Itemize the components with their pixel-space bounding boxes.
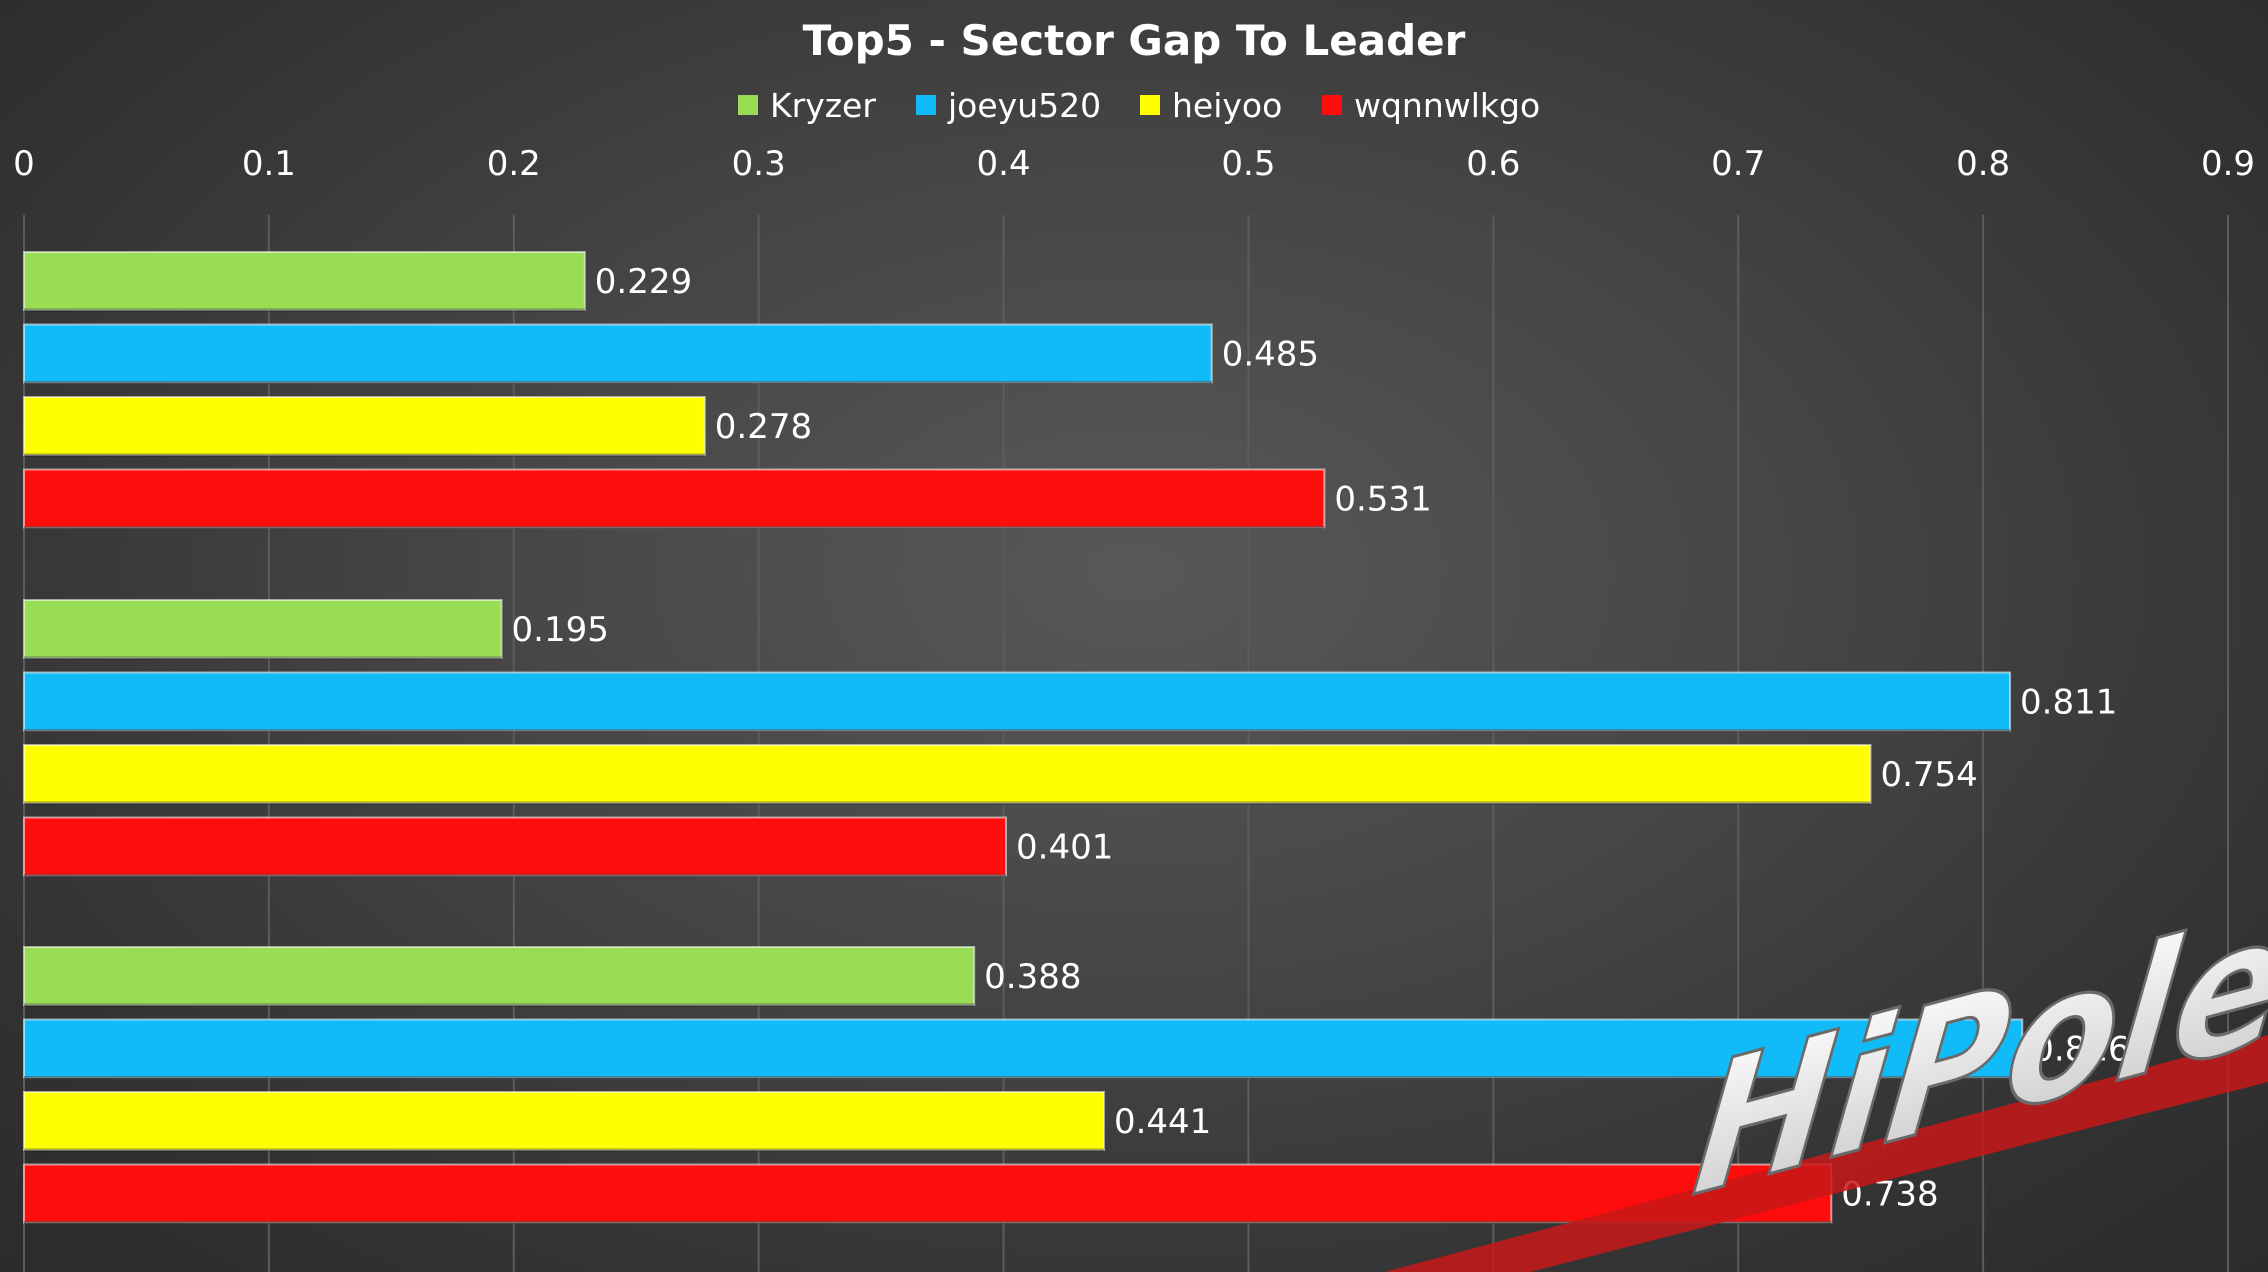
x-tick-label: 0.1	[242, 144, 296, 184]
bar	[23, 1163, 1833, 1224]
bar	[23, 323, 1213, 384]
x-tick-label: 0.5	[1221, 144, 1275, 184]
legend-swatch	[738, 95, 758, 115]
legend-label: Kryzer	[770, 86, 876, 125]
data-label: 0.754	[1880, 755, 1977, 795]
watermark-text: HiPole	[1685, 872, 2268, 1238]
bar	[23, 468, 1326, 529]
data-label: 0.229	[595, 262, 692, 302]
legend: Kryzer joeyu520 heiyoo wqnnwlkgo	[738, 86, 1540, 125]
bar	[23, 671, 2012, 732]
data-label: 0.816	[2032, 1030, 2129, 1070]
bar	[23, 396, 706, 456]
data-label: 0.388	[984, 957, 1081, 997]
x-tick-label: 0.6	[1466, 144, 1520, 184]
data-label: 0.401	[1016, 828, 1113, 868]
bars	[23, 251, 2024, 1224]
x-tick-label: 0.7	[1711, 144, 1765, 184]
x-tick-label: 0.4	[977, 144, 1031, 184]
x-tick-label: 0.2	[487, 144, 541, 184]
x-tick-label: 0.8	[1956, 144, 2010, 184]
data-label: 0.531	[1334, 480, 1431, 520]
data-label: 0.811	[2020, 683, 2117, 723]
legend-label: joeyu520	[947, 86, 1101, 125]
bar	[23, 1018, 2024, 1079]
gridlines	[23, 215, 2229, 1272]
legend-swatch	[916, 95, 936, 115]
legend-swatch	[1140, 95, 1160, 115]
data-label: 0.278	[715, 407, 812, 447]
chart-title: Top5 - Sector Gap To Leader	[803, 16, 1466, 65]
watermark-red-stripe	[1385, 1035, 2268, 1272]
legend-swatch	[1322, 95, 1342, 115]
x-axis-ticks: 0 0.1 0.2 0.3 0.4 0.5 0.6 0.7 0.8 0.9	[13, 144, 2255, 184]
bar	[23, 946, 976, 1006]
data-label: 0.485	[1222, 335, 1319, 375]
bar	[23, 744, 1872, 804]
x-tick-label: 0.3	[732, 144, 786, 184]
bar	[23, 599, 503, 659]
bar	[23, 1091, 1105, 1151]
legend-label: heiyoo	[1172, 86, 1282, 125]
x-tick-label: 0.9	[2201, 144, 2255, 184]
x-tick-label: 0	[13, 144, 35, 184]
data-label: 0.195	[512, 610, 609, 650]
legend-label: wqnnwlkgo	[1354, 86, 1540, 125]
value-labels: 0.229 0.485 0.278 0.531 0.195 0.811 0.754 0.401…	[512, 262, 2130, 1215]
bar	[23, 816, 1008, 877]
bar	[23, 251, 586, 311]
data-label: 0.441	[1114, 1102, 1211, 1142]
